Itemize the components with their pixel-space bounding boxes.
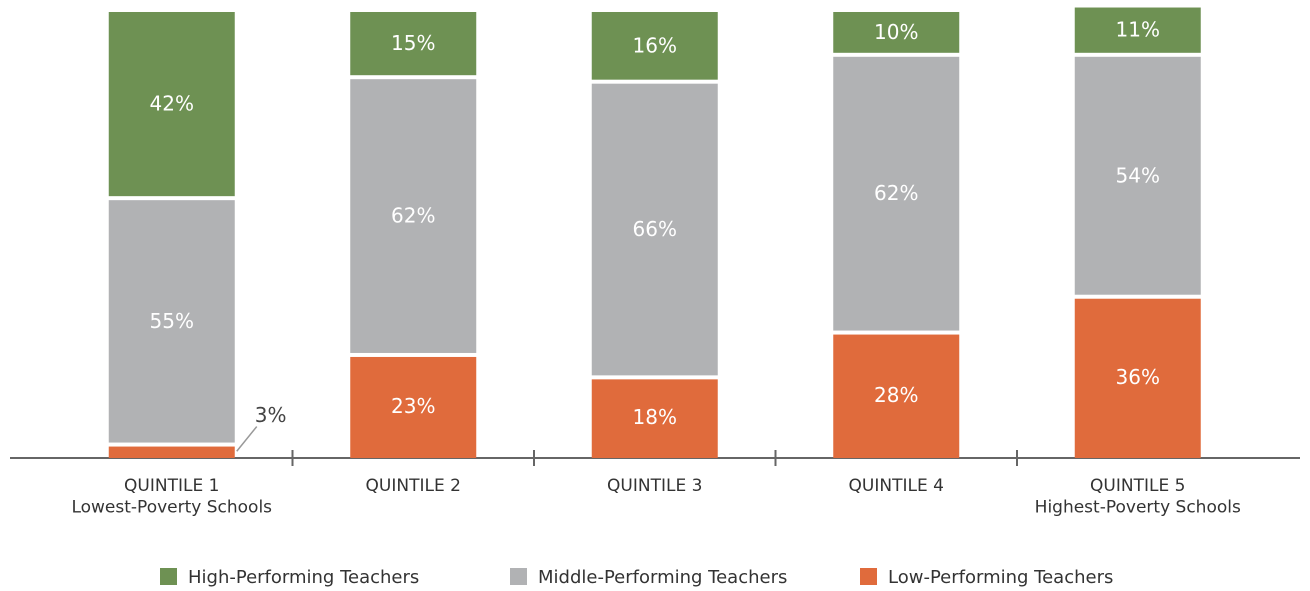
data-label: 15% (391, 31, 435, 55)
data-label: 16% (633, 33, 677, 57)
bar-segment (108, 200, 235, 443)
x-tick-label: QUINTILE 4 (849, 476, 944, 496)
x-tick-label: QUINTILE 1 Lowest-Poverty Schools (71, 476, 272, 517)
data-label: 10% (874, 20, 918, 44)
bar-segment (108, 12, 235, 197)
bar-segment (350, 79, 477, 353)
legend-label: High-Performing Teachers (188, 567, 419, 588)
data-label: 18% (633, 405, 677, 429)
data-label: 42% (150, 92, 194, 116)
data-label: 11% (1116, 18, 1160, 42)
data-label: 54% (1116, 163, 1160, 187)
bar-segment (833, 334, 960, 458)
x-tick-label: QUINTILE 5 Highest-Poverty Schools (1035, 476, 1241, 517)
bar-segment (108, 446, 235, 458)
bar-segment (350, 12, 477, 76)
bar-segment (833, 12, 960, 53)
bar-segment (1074, 56, 1201, 295)
legend-swatch (160, 568, 177, 585)
legend-label: Middle-Performing Teachers (538, 567, 787, 588)
label-leader (236, 426, 258, 452)
data-label: 3% (255, 403, 287, 427)
data-label: 28% (874, 383, 918, 407)
bar-segment (1074, 298, 1201, 458)
data-label: 23% (391, 394, 435, 418)
legend-swatch (510, 568, 527, 585)
data-label: 62% (874, 181, 918, 205)
bar-segment (1074, 7, 1201, 53)
bar-segment (591, 12, 718, 80)
data-label: 55% (150, 309, 194, 333)
data-label: 62% (391, 204, 435, 228)
legend-swatch (860, 568, 877, 585)
x-tick-label: QUINTILE 3 (607, 476, 702, 496)
data-label: 66% (633, 217, 677, 241)
x-tick-label: QUINTILE 2 (366, 476, 461, 496)
legend-label: Low-Performing Teachers (888, 567, 1113, 588)
bar-segment (833, 56, 960, 331)
bar-segment (350, 356, 477, 458)
data-label: 36% (1116, 365, 1160, 389)
bar-segment (591, 83, 718, 376)
bar-segment (591, 379, 718, 458)
